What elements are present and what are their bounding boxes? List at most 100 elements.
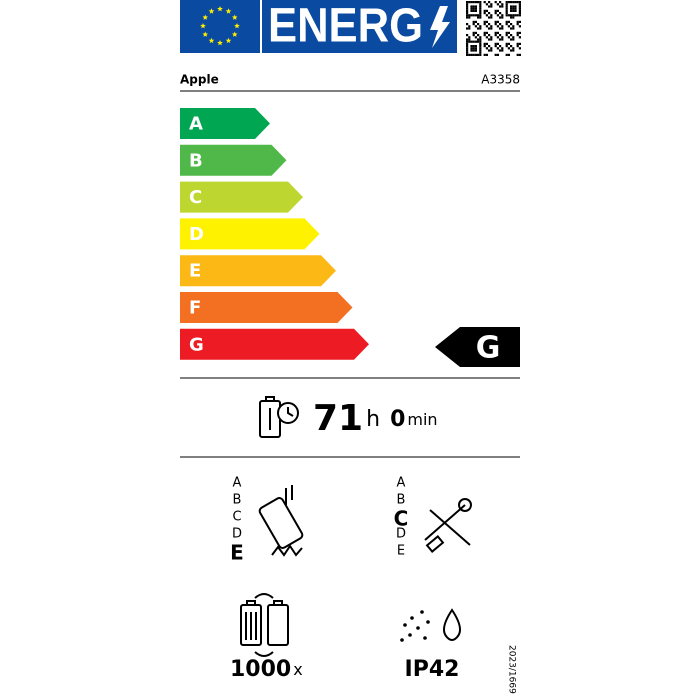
qr-cell	[505, 23, 508, 26]
qr-cell	[505, 1, 508, 4]
qr-cell	[468, 36, 471, 39]
qr-cell	[479, 27, 482, 30]
star	[208, 37, 215, 44]
qr-cell	[483, 53, 486, 56]
battery-endurance: 71 h 0 min	[313, 398, 438, 439]
qr-cell	[468, 40, 471, 43]
qr-cell	[470, 45, 473, 48]
qr-cell	[516, 20, 519, 23]
qr-cell	[479, 5, 482, 8]
qr-cell	[501, 16, 504, 19]
qr-cell	[474, 31, 477, 34]
qr-cell	[490, 27, 493, 30]
qr-cell	[505, 34, 508, 37]
qr-cell	[496, 53, 499, 56]
class-bar	[180, 108, 270, 139]
qr-cell	[510, 45, 513, 48]
qr-cell	[501, 14, 504, 17]
star	[225, 8, 232, 14]
qr-cell	[485, 9, 488, 12]
qr-cell	[477, 16, 480, 19]
qr-cell	[472, 31, 475, 34]
qr-cell	[490, 25, 493, 28]
energy-title: ENERG	[268, 0, 423, 53]
qr-cell	[505, 9, 508, 12]
qr-cell	[516, 14, 519, 17]
qr-cell	[474, 25, 477, 28]
qr-cell	[505, 14, 508, 17]
qr-cell	[466, 45, 469, 48]
qr-cell	[479, 49, 482, 52]
qr-cell	[474, 9, 477, 12]
battery-cycles: 1000 x	[230, 657, 303, 682]
qr-cell	[485, 42, 488, 45]
qr-cell	[494, 9, 497, 12]
qr-cell	[518, 1, 521, 4]
qr-cell	[510, 1, 513, 4]
qr-cell	[485, 31, 488, 34]
qr-cell	[472, 23, 475, 26]
hours-unit: h	[366, 407, 380, 432]
qr-cell	[479, 1, 482, 4]
qr-cell	[479, 38, 482, 41]
qr-cell	[501, 36, 504, 39]
class-letter: G	[189, 334, 204, 355]
qr-cell	[490, 49, 493, 52]
cycles-icon	[240, 593, 289, 657]
qr-cell	[472, 53, 475, 56]
scale-letter: D	[232, 527, 242, 542]
qr-cell	[496, 25, 499, 28]
qr-cell	[472, 7, 475, 10]
qr-cell	[483, 12, 486, 15]
qr-cell	[474, 7, 477, 10]
qr-cell	[470, 40, 473, 43]
qr-cell	[507, 31, 510, 34]
qr-cell	[479, 3, 482, 6]
qr-cell	[501, 38, 504, 41]
qr-cell	[474, 53, 477, 56]
class-letter: E	[189, 261, 201, 282]
qr-cell	[466, 9, 469, 12]
qr-cell	[512, 14, 515, 17]
qr-cell	[472, 45, 475, 48]
star	[202, 14, 209, 20]
qr-cell	[468, 38, 471, 41]
qr-cell	[512, 9, 515, 12]
qr-cell	[468, 25, 471, 28]
qr-cell	[483, 20, 486, 23]
qr-cell	[479, 14, 482, 17]
qr-cell	[466, 1, 469, 4]
star	[200, 23, 206, 29]
qr-cell	[496, 9, 499, 12]
qr-cell	[514, 9, 517, 12]
class-letter: B	[189, 150, 203, 171]
class-bar	[180, 292, 353, 323]
qr-cell	[488, 34, 491, 37]
qr-cell	[472, 1, 475, 4]
qr-cell	[518, 36, 521, 39]
minutes-unit: min	[407, 410, 437, 429]
qr-cell	[505, 7, 508, 10]
qr-cell	[512, 47, 515, 50]
energy-bolt	[430, 6, 450, 48]
model: A3358	[481, 73, 520, 87]
qr-cell	[496, 3, 499, 6]
qr-cell	[490, 47, 493, 50]
qr-cell	[488, 1, 491, 4]
class-letter: F	[189, 298, 201, 319]
qr-cell	[466, 14, 469, 17]
qr-cell	[483, 45, 486, 48]
qr-cell	[516, 31, 519, 34]
qr-cell	[466, 16, 469, 19]
qr-cell	[470, 49, 473, 52]
qr-cell	[494, 20, 497, 23]
qr-cell	[507, 36, 510, 39]
star	[208, 8, 215, 14]
qr-cell	[466, 38, 469, 41]
qr-cell	[470, 47, 473, 50]
qr-cell	[505, 20, 508, 23]
qr-cell	[512, 25, 515, 28]
qr-cell	[501, 27, 504, 30]
